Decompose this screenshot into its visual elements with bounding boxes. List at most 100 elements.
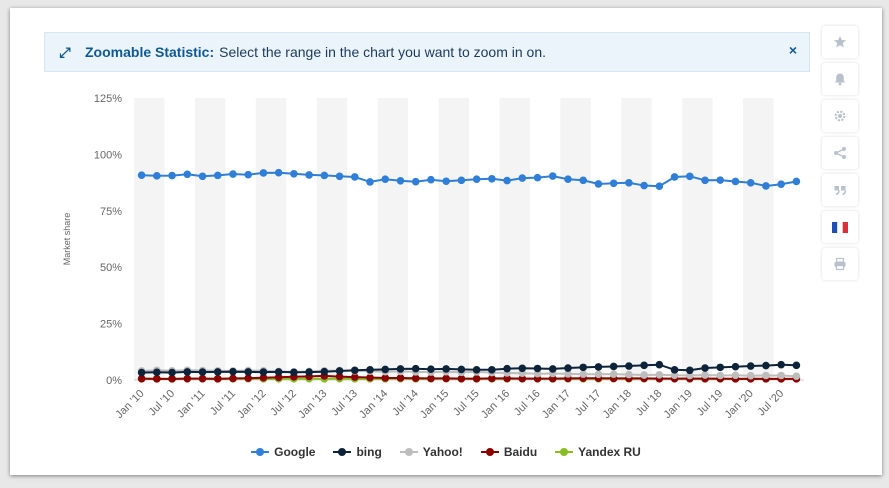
y-axis-label: Market share — [62, 213, 72, 266]
data-point-google — [792, 177, 801, 186]
data-point-baidu — [411, 374, 420, 382]
data-point-yahoo — [594, 370, 603, 379]
data-point-baidu — [350, 373, 359, 381]
data-point-yahoo — [716, 371, 725, 380]
data-point-google — [762, 182, 770, 190]
x-tick-label: Jul '18 — [634, 388, 665, 419]
year-band — [682, 98, 713, 380]
data-point-google — [396, 176, 405, 185]
chart-legend: Google bing Yahoo! Baidu Yandex RU — [10, 445, 882, 459]
data-point-google — [503, 176, 511, 185]
data-point-google — [518, 174, 527, 182]
data-point-google — [701, 176, 709, 185]
data-point-bing — [229, 367, 237, 376]
y-tick-label: 50% — [100, 262, 122, 274]
data-point-google — [731, 177, 740, 186]
data-point-google — [533, 173, 542, 182]
data-point-bing — [350, 366, 359, 375]
data-point-bing — [305, 368, 313, 376]
print-icon[interactable] — [822, 248, 858, 280]
data-point-yahoo — [731, 371, 740, 380]
close-icon[interactable]: × — [788, 42, 797, 58]
data-point-google — [259, 169, 268, 177]
data-point-bing — [685, 366, 694, 375]
legend-item-baidu[interactable]: Baidu — [480, 445, 537, 459]
data-point-bing — [396, 365, 405, 373]
toolbar — [822, 26, 862, 285]
x-tick-label: Jan '11 — [175, 388, 208, 421]
legend-label: Yandex RU — [578, 445, 641, 459]
year-band — [743, 98, 774, 380]
year-band — [560, 98, 591, 380]
data-point-baidu — [503, 374, 511, 383]
data-point-baidu — [168, 375, 176, 383]
data-point-baidu — [366, 373, 374, 382]
data-point-baidu — [213, 375, 222, 383]
y-tick-label: 0% — [106, 375, 122, 387]
data-point-bing — [625, 362, 633, 370]
data-point-baidu — [244, 374, 253, 382]
x-tick-label: Jan '13 — [296, 388, 329, 421]
data-point-google — [716, 176, 725, 184]
data-point-google — [579, 176, 588, 185]
legend-item-google[interactable]: Google — [251, 445, 315, 459]
data-point-google — [213, 171, 222, 180]
x-tick-label: Jan '20 — [722, 388, 755, 421]
year-band — [194, 98, 226, 380]
data-point-baidu — [229, 374, 237, 383]
data-point-bing — [488, 366, 496, 374]
data-point-bing — [777, 360, 785, 369]
y-tick-label: 125% — [94, 93, 122, 105]
data-point-baidu — [396, 374, 405, 382]
bell-icon[interactable] — [822, 63, 858, 95]
x-tick-label: Jul '10 — [146, 388, 177, 419]
data-point-yahoo — [640, 371, 648, 379]
series-bing — [137, 360, 801, 377]
data-point-google — [564, 175, 572, 184]
legend-item-yandex[interactable]: Yandex RU — [555, 445, 641, 459]
year-band — [621, 98, 652, 380]
expand-icon: ⤢ — [59, 43, 71, 60]
legend-item-yahoo[interactable]: Yahoo! — [399, 445, 463, 459]
legend-marker-google — [251, 448, 270, 456]
x-tick-label: Jan '18 — [601, 388, 634, 421]
data-point-bing — [548, 365, 557, 373]
legend-item-bing[interactable]: bing — [333, 445, 382, 459]
gear-icon[interactable] — [822, 100, 858, 132]
data-point-google — [350, 173, 359, 181]
data-point-google — [548, 172, 557, 180]
star-icon[interactable] — [822, 26, 858, 58]
data-point-google — [274, 168, 283, 177]
legend-label: Yahoo! — [422, 445, 463, 459]
series-google — [137, 168, 801, 191]
year-band — [438, 98, 469, 380]
data-point-bing — [716, 363, 725, 372]
data-point-google — [655, 182, 664, 191]
data-point-google — [381, 175, 390, 184]
x-tick-label: Jul '16 — [512, 388, 543, 419]
quote-icon[interactable] — [822, 174, 858, 206]
data-point-yahoo — [701, 371, 709, 379]
legend-marker-yahoo — [399, 448, 418, 456]
x-tick-label: Jan '19 — [662, 388, 695, 421]
x-tick-label: Jul '15 — [451, 388, 482, 419]
data-point-yahoo — [625, 370, 633, 379]
year-band — [499, 98, 530, 380]
year-band — [316, 98, 348, 380]
data-point-google — [670, 173, 679, 181]
data-point-bing — [792, 361, 801, 370]
data-point-google — [472, 175, 481, 184]
data-point-google — [244, 170, 253, 179]
share-icon[interactable] — [822, 137, 858, 169]
french-flag-icon[interactable] — [822, 211, 858, 243]
data-point-bing — [381, 365, 390, 374]
data-point-bing — [472, 366, 481, 374]
data-point-google — [427, 175, 435, 184]
data-point-google — [488, 174, 496, 183]
data-point-bing — [594, 363, 603, 371]
data-point-bing — [427, 365, 435, 373]
legend-label: Google — [274, 445, 316, 459]
year-band — [255, 98, 287, 380]
x-tick-label: Jan '17 — [540, 388, 573, 421]
